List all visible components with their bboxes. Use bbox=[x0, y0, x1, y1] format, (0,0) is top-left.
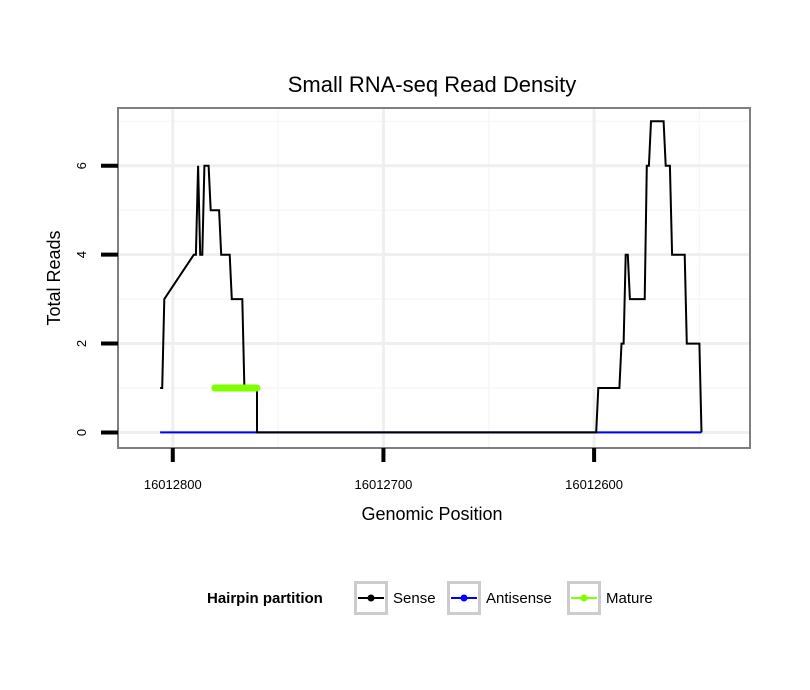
x-axis: 16012800 16012700 16012600 bbox=[144, 448, 623, 492]
legend-label-antisense: Antisense bbox=[486, 590, 552, 607]
chart-title: Small RNA-seq Read Density bbox=[288, 72, 577, 97]
x-tick-label: 16012800 bbox=[144, 477, 202, 492]
legend-point bbox=[460, 594, 468, 602]
legend-label-mature: Mature bbox=[606, 590, 653, 607]
legend-title: Hairpin partition bbox=[207, 590, 323, 607]
series-line-sense bbox=[160, 120, 703, 434]
plot-panel bbox=[118, 108, 750, 448]
plot-border bbox=[117, 107, 751, 449]
legend-point bbox=[580, 594, 588, 602]
x-tick-label: 16012700 bbox=[355, 477, 413, 492]
x-tick-label: 16012600 bbox=[565, 477, 623, 492]
legend-label-sense: Sense bbox=[393, 590, 436, 607]
legend: Hairpin partition Sense Antisense Mature bbox=[207, 581, 653, 615]
y-axis-title: Total Reads bbox=[44, 230, 64, 325]
series-layer bbox=[160, 120, 703, 434]
y-tick-label: 0 bbox=[74, 429, 89, 436]
y-tick-label: 4 bbox=[74, 251, 89, 258]
x-axis-title: Genomic Position bbox=[361, 504, 502, 524]
legend-point bbox=[367, 594, 375, 602]
y-axis: 0 2 4 6 bbox=[74, 162, 118, 436]
y-tick-label: 2 bbox=[74, 340, 89, 347]
y-tick-label: 6 bbox=[74, 162, 89, 169]
